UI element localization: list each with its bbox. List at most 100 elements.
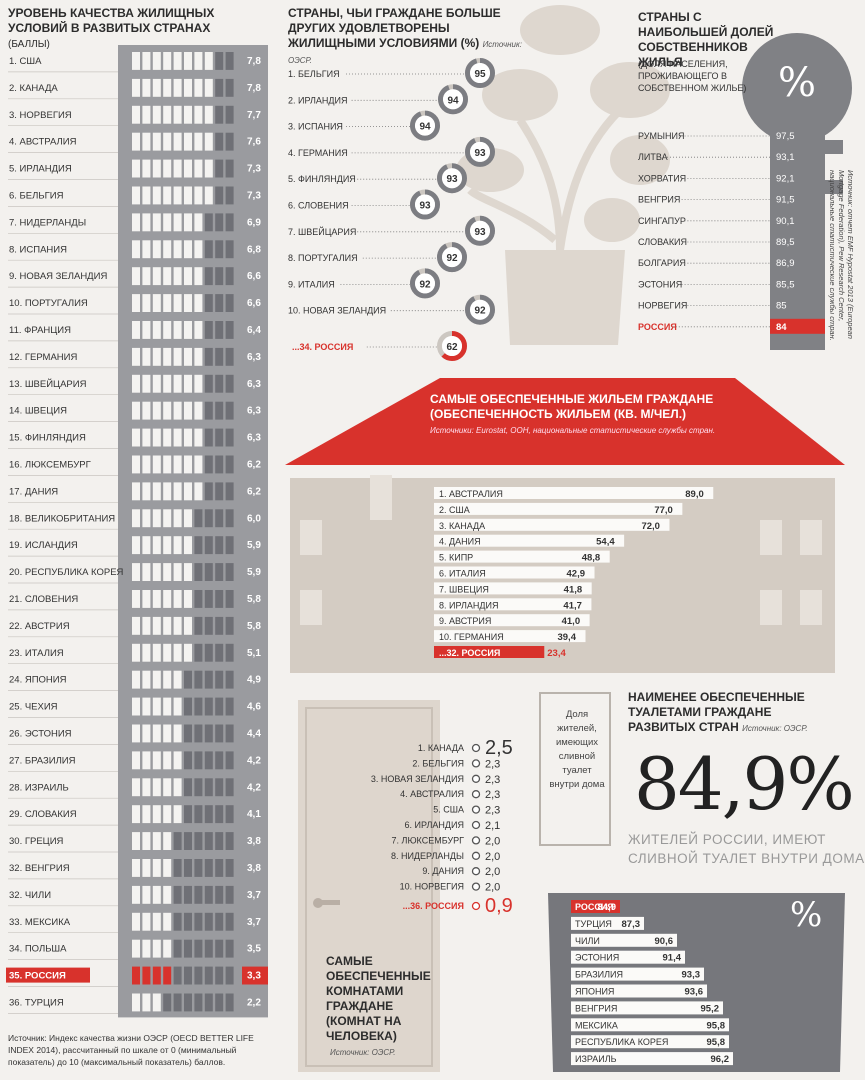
quality-cell [194, 966, 203, 985]
quality-cell [142, 885, 151, 904]
quality-value: 6,2 [247, 460, 261, 471]
quality-cell [173, 993, 182, 1012]
quality-highlight [6, 967, 90, 983]
rooms-label: ...36. РОССИЯ [403, 901, 464, 911]
quality-label: 22. АВСТРИЯ [9, 621, 70, 632]
quality-value: 6,3 [247, 379, 261, 390]
quality-cell [184, 805, 192, 824]
quality-cell [152, 428, 161, 447]
quality-value: 5,9 [247, 567, 261, 578]
satisfied-ring-inner [470, 299, 490, 320]
quality-cell [163, 832, 172, 850]
quality-cell [215, 751, 224, 770]
quality-cell [163, 132, 172, 151]
quality-cell [152, 778, 161, 797]
quality-value: 6,6 [247, 271, 261, 282]
quality-value: 3,7 [247, 917, 261, 928]
quality-cell [215, 563, 224, 581]
satisfied-label: 3. ИСПАНИЯ [288, 122, 343, 132]
quality-cell [194, 751, 203, 770]
quality-cell [132, 805, 140, 824]
toilets-value: 96,2 [711, 1054, 730, 1065]
quality-value: 7,3 [247, 164, 261, 175]
quality-value: 6,3 [247, 352, 261, 363]
quality-cell [225, 724, 234, 743]
quality-cell [194, 509, 203, 528]
quality-cell [173, 321, 182, 339]
quality-cell [152, 536, 161, 555]
quality-cell [225, 536, 234, 555]
quality-cell [184, 966, 192, 985]
quality-cell [132, 536, 140, 555]
quality-cell [132, 401, 140, 420]
rooms-value: 0,9 [485, 895, 513, 917]
space-bar [434, 630, 586, 643]
quality-cell [225, 805, 234, 824]
satisfied-ring [465, 294, 495, 325]
rooms-label: 7. ЛЮКСЕМБУРГ [392, 835, 465, 845]
quality-cell [194, 643, 203, 662]
quality-cell [184, 267, 192, 286]
quality-chart: 1. США 7,8 2. КАНАДА 7,8 3. НОРВЕГИЯ 7,7 4. АВ… [6, 45, 268, 1018]
space-value: 48,8 [582, 553, 601, 564]
quality-cell [225, 213, 234, 232]
space-label: 7. ШВЕЦИЯ [439, 584, 489, 594]
quality-label: 5. ИРЛАНДИЯ [9, 164, 72, 175]
quality-label: 29. СЛОВАКИЯ [9, 809, 77, 820]
quality-value: 6,2 [247, 486, 261, 497]
quality-cell [132, 993, 140, 1012]
quality-cell [173, 832, 182, 850]
quality-label: 18. ВЕЛИКОБРИТАНИЯ [9, 513, 115, 524]
quality-cell [225, 482, 234, 501]
rooms-dot [471, 774, 481, 783]
quality-cell [152, 832, 161, 850]
quality-cell [173, 697, 182, 716]
quality-cell [163, 993, 172, 1012]
satisfied-ring-inner [442, 336, 462, 356]
quality-label: 1. США [9, 56, 42, 67]
quality-cell [204, 590, 213, 608]
quality-cell [184, 374, 192, 393]
quality-cell [152, 213, 161, 232]
satisfied-value: 92 [446, 253, 458, 264]
quality-cell [142, 186, 151, 205]
space-label: 10. ГЕРМАНИЯ [439, 632, 504, 642]
space-bar [434, 534, 625, 547]
space-label: ...32. РОССИЯ [439, 648, 500, 658]
quality-cell [132, 616, 140, 635]
quality-cell [152, 186, 161, 205]
quality-value: 4,6 [247, 702, 261, 713]
quality-cell [184, 213, 192, 232]
quality-cell [225, 159, 234, 178]
quality-cell [194, 240, 203, 259]
quality-cell [142, 78, 151, 97]
rooms-label: 8. НИДЕРЛАНДЫ [391, 851, 464, 861]
quality-cell [142, 213, 151, 232]
rooms-value: 2,3 [485, 789, 500, 801]
quality-cell [142, 294, 151, 312]
quality-cell [184, 159, 192, 178]
quality-cell [173, 482, 182, 501]
quality-cell [194, 993, 203, 1012]
rooms-label: 3. НОВАЯ ЗЕЛАНДИЯ [371, 774, 464, 784]
quality-cell [225, 509, 234, 528]
satisfied-value: 93 [419, 201, 431, 212]
quality-cell [173, 670, 182, 689]
quality-cell [142, 482, 151, 501]
satisfied-label: 5. ФИНЛЯНДИЯ [288, 174, 356, 184]
quality-cell [152, 374, 161, 393]
space-source: Источники: Eurostat, ООН, национальные с… [430, 426, 716, 435]
quality-cell [173, 52, 182, 70]
quality-cell [163, 805, 172, 824]
quality-value: 3,8 [247, 863, 261, 874]
satisfied-value: 93 [446, 174, 458, 185]
quality-value: 4,4 [247, 729, 261, 740]
quality-cell [215, 993, 224, 1012]
quality-label: 2. КАНАДА [9, 83, 58, 94]
toilets-value: 90,6 [655, 936, 674, 947]
quality-value: 2,2 [247, 998, 261, 1009]
owners-label: НОРВЕГИЯ [638, 301, 687, 311]
owners-label: ХОРВАТИЯ [638, 173, 686, 183]
quality-cell [215, 885, 224, 904]
quality-cell [132, 724, 140, 743]
